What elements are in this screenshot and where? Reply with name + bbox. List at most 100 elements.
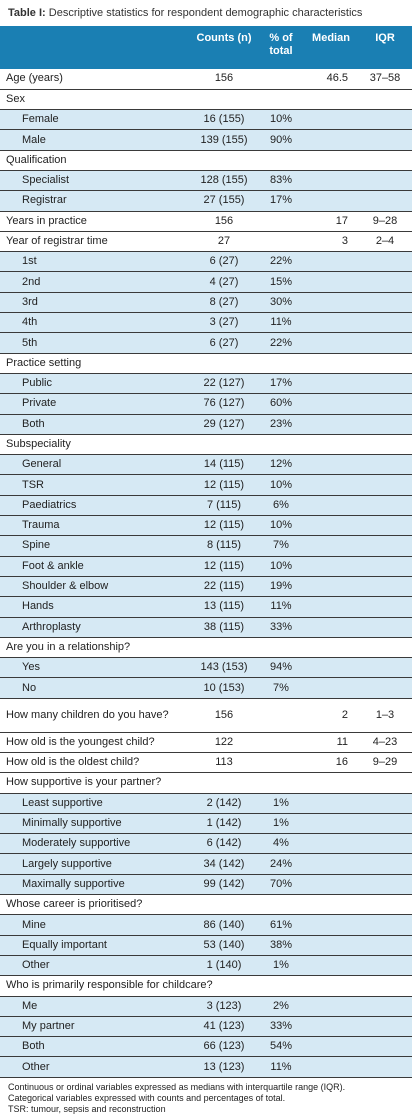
table-row: How old is the youngest child? 122 11 4–23	[0, 732, 412, 754]
row-label: 1st	[0, 251, 190, 273]
cell-counts: 41 (123)	[190, 1016, 258, 1038]
table-row: Equally important 53 (140) 38%	[0, 935, 412, 956]
cell-counts: 13 (115)	[190, 596, 258, 618]
cell-median	[304, 332, 358, 354]
cell-percent	[258, 69, 304, 90]
row-label: Who is primarily responsible for childca…	[0, 975, 213, 997]
cell-median	[304, 637, 358, 659]
cell-counts: 86 (140)	[190, 914, 258, 936]
cell-median: 46.5	[304, 69, 358, 90]
cell-median	[304, 677, 358, 699]
cell-iqr	[358, 129, 412, 151]
cell-median	[304, 312, 358, 334]
row-label: Moderately supportive	[0, 833, 190, 855]
cell-percent: 33%	[258, 617, 304, 638]
cell-counts: 14 (115)	[190, 454, 258, 476]
cell-percent: 83%	[258, 170, 304, 192]
cell-percent	[258, 732, 304, 754]
cell-counts: 12 (115)	[190, 556, 258, 577]
cell-counts: 66 (123)	[190, 1036, 258, 1058]
table-row: Arthroplasty 38 (115) 33%	[0, 617, 412, 638]
row-label: TSR	[0, 474, 190, 496]
cell-iqr	[358, 1056, 412, 1078]
cell-median	[304, 1016, 358, 1038]
table-row: General 14 (115) 12%	[0, 454, 412, 476]
cell-iqr: 9–29	[358, 752, 412, 774]
cell-median	[304, 353, 358, 374]
row-label: Trauma	[0, 515, 190, 537]
table-row: 2nd 4 (27) 15%	[0, 271, 412, 293]
cell-median	[304, 373, 358, 395]
row-label: Years in practice	[0, 211, 190, 232]
row-label: Least supportive	[0, 793, 190, 814]
cell-percent: 60%	[258, 393, 304, 415]
row-label: Year of registrar time	[0, 231, 190, 253]
table-row: Practice setting	[0, 353, 412, 374]
cell-counts: 113	[190, 752, 258, 774]
cell-percent: 30%	[258, 292, 304, 314]
cell-percent: 1%	[258, 813, 304, 835]
cell-percent: 7%	[258, 535, 304, 557]
table-row: 1st 6 (27) 22%	[0, 251, 412, 273]
cell-percent	[258, 894, 304, 916]
cell-median	[304, 914, 358, 936]
row-label: Whose career is prioritised?	[0, 894, 190, 916]
table-row: Age (years) 156 46.5 37–58	[0, 69, 412, 90]
cell-median	[304, 556, 358, 577]
cell-percent: 90%	[258, 129, 304, 151]
cell-counts	[190, 772, 258, 794]
row-label: My partner	[0, 1016, 190, 1038]
row-label: Other	[0, 1056, 190, 1078]
cell-median	[304, 1056, 358, 1078]
cell-median	[304, 772, 358, 794]
cell-counts: 99 (142)	[190, 874, 258, 896]
cell-iqr	[358, 914, 412, 936]
cell-percent: 4%	[258, 833, 304, 855]
cell-median	[304, 833, 358, 855]
cell-median	[304, 996, 358, 1017]
cell-median	[304, 1036, 358, 1058]
cell-iqr	[358, 454, 412, 476]
cell-median	[304, 495, 358, 517]
cell-percent: 1%	[258, 955, 304, 977]
cell-counts: 8 (115)	[190, 535, 258, 557]
row-label: How supportive is your partner?	[0, 772, 190, 794]
table-row: Subspeciality	[0, 434, 412, 456]
cell-percent: 22%	[258, 251, 304, 273]
cell-median	[304, 535, 358, 557]
cell-percent	[258, 89, 304, 111]
cell-iqr	[358, 596, 412, 618]
cell-counts: 13 (123)	[190, 1056, 258, 1078]
cell-counts: 27 (155)	[190, 190, 258, 212]
cell-iqr	[358, 251, 412, 273]
table-body: Age (years) 156 46.5 37–58 Sex Female 16 (155)…	[0, 69, 412, 1078]
cell-median	[304, 251, 358, 273]
table-row: No 10 (153) 7%	[0, 677, 412, 699]
cell-percent: 70%	[258, 874, 304, 896]
cell-median: 2	[304, 698, 358, 733]
row-label: Specialist	[0, 170, 190, 192]
cell-iqr	[358, 495, 412, 517]
cell-percent: 54%	[258, 1036, 304, 1058]
table-row: Specialist 128 (155) 83%	[0, 170, 412, 192]
row-label: How many children do you have?	[0, 698, 190, 733]
cell-iqr	[358, 474, 412, 496]
table-row: Hands 13 (115) 11%	[0, 596, 412, 618]
table-row: Who is primarily responsible for childca…	[0, 975, 412, 997]
cell-iqr: 9–28	[358, 211, 412, 232]
cell-percent: 11%	[258, 1056, 304, 1078]
row-label: 2nd	[0, 271, 190, 293]
cell-median	[304, 393, 358, 415]
cell-counts	[190, 89, 258, 111]
cell-counts: 34 (142)	[190, 853, 258, 875]
cell-median	[304, 874, 358, 896]
cell-percent: 10%	[258, 515, 304, 537]
table-row: Minimally supportive 1 (142) 1%	[0, 813, 412, 835]
cell-percent: 12%	[258, 454, 304, 476]
cell-percent: 11%	[258, 596, 304, 618]
footnote: Continuous or ordinal variables expresse…	[8, 1081, 346, 1092]
row-label: 3rd	[0, 292, 190, 314]
cell-median	[304, 515, 358, 537]
table-row: Paediatrics 7 (115) 6%	[0, 495, 412, 517]
